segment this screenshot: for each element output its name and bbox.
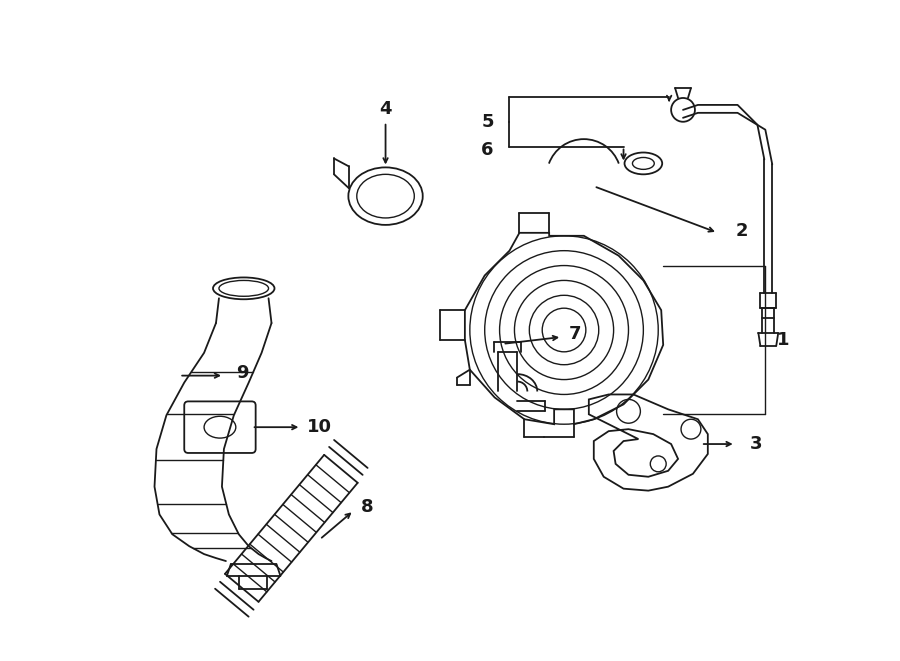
- Text: 9: 9: [236, 364, 248, 381]
- Text: 8: 8: [361, 498, 374, 516]
- Text: 3: 3: [750, 435, 762, 453]
- Text: 5: 5: [482, 113, 493, 131]
- Text: 6: 6: [482, 141, 493, 159]
- Text: 10: 10: [307, 418, 332, 436]
- Text: 4: 4: [379, 100, 392, 118]
- Text: 1: 1: [777, 331, 789, 349]
- Text: 2: 2: [735, 222, 748, 240]
- Text: 7: 7: [569, 325, 581, 343]
